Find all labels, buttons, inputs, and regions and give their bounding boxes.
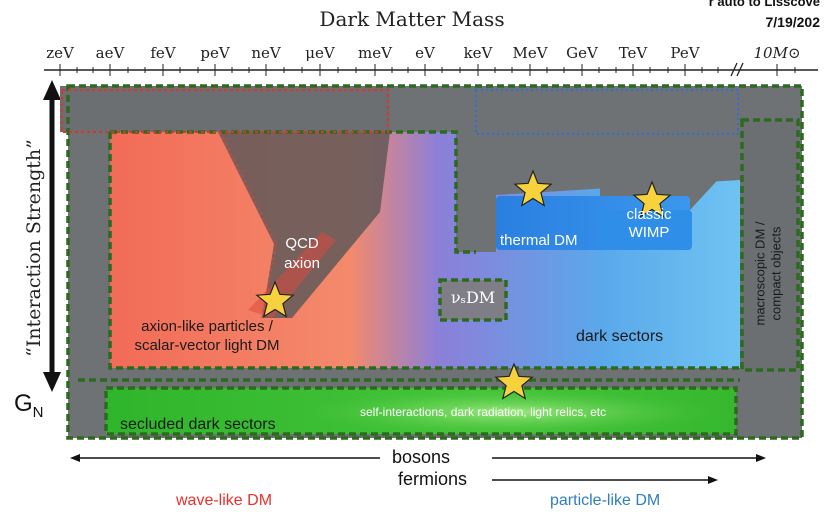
mass-axis-ticks [59,64,796,76]
mass-tick-label: aeV [95,44,125,62]
particle-like-label: particle-like DM [550,492,661,509]
gn-main: G [14,390,33,417]
mass-tick-label: eV [415,44,435,62]
mass-tick-label: MeV [512,44,548,62]
star-icon [513,169,553,207]
star-icon [632,180,672,218]
classic-wimp-label: classic WIMP [626,206,672,241]
arrow-right-icon [708,476,718,484]
dark-sectors-label: dark sectors [576,328,664,345]
self-interaction-glow [305,390,715,434]
thermal-dm-label: thermal DM [500,232,578,249]
arrow-up-icon [43,80,61,100]
gravitational-coupling-label: GN [14,390,44,421]
mass-tick-label: TeV [618,44,648,62]
macroscopic-label-line2: compact objects [768,226,784,321]
gn-sub: N [32,403,44,421]
alp-label-line1: axion-like particles / [141,318,273,335]
axis-break-icon [730,62,744,77]
qcd-top-outline [61,89,389,133]
fermions-label: fermions [398,469,468,489]
qcd-band-outline [219,131,277,319]
mass-tick-label: keV [463,44,493,62]
diagram-title: Dark Matter Mass [319,7,505,31]
macroscopic-column [742,120,798,370]
classic-wimp-region [600,210,692,250]
mass-tick-label: GeV [566,44,598,62]
arrow-left-icon [70,454,80,462]
mass-tick-label: PeV [670,44,700,62]
corner-partial-text: r auto to Lisscove [708,0,820,9]
sterile-neutrino-label: νₛDM [450,288,496,307]
interaction-strength-label: “Interaction Strength” [23,139,45,357]
mass-tick-label: μeV [305,44,335,62]
mass-tick-label: neV [251,44,281,62]
macroscopic-label-line1: macroscopic DM / [752,221,768,326]
sterile-neutrino-region [440,280,506,320]
star-icon [255,280,295,318]
wimp-region-outline [475,89,739,135]
self-interactions-label: self-interactions, dark radiation, light… [360,405,607,419]
arrow-right-icon [756,454,766,462]
secluded-label: secluded dark sectors [120,416,276,433]
qcd-axion-label: QCD axion [284,235,320,272]
star-icon [494,362,534,400]
mass-tick-label: 10M⊙ [753,44,801,62]
region-outlines [66,84,804,440]
wave-like-label: wave-like DM [176,492,273,509]
mass-tick-label: zeV [46,44,74,62]
mass-tick-label: meV [358,44,392,62]
arrow-down-icon [43,372,61,392]
corner-date: 7/19/202 [765,14,821,30]
qcd-axion-band [218,132,390,318]
top-bar-region [60,86,390,132]
bosons-label: bosons [392,447,451,467]
wimp-excluded-region [476,90,736,252]
alp-label-line2: scalar-vector light DM [134,337,280,354]
mass-tick-label: peV [200,44,230,62]
mass-tick-label: feV [150,44,176,62]
